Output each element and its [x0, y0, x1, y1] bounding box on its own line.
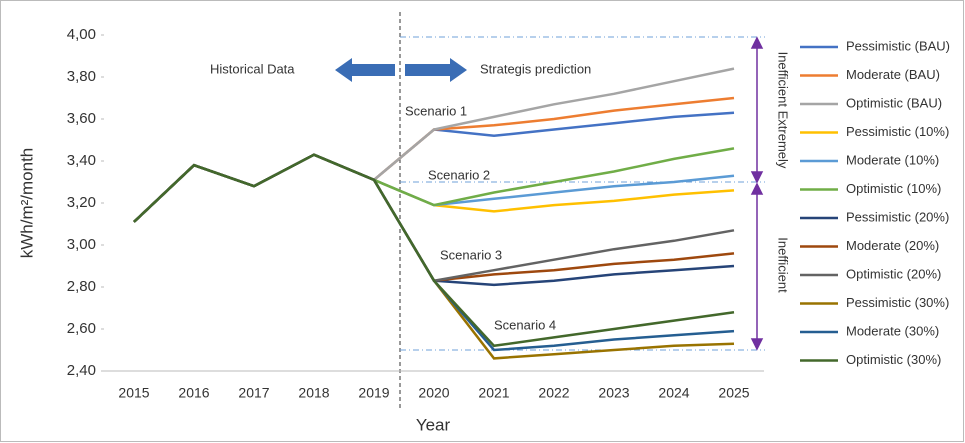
- annotation: Scenario 3: [440, 247, 502, 262]
- arrows: [335, 58, 467, 82]
- x-tick-label: 2017: [238, 385, 269, 401]
- legend-label: Optimistic (20%): [846, 266, 941, 281]
- y-tick-label: 3,40: [67, 152, 96, 169]
- y-tick-label: 2,40: [67, 362, 96, 379]
- annotation: Strategis prediction: [480, 61, 591, 76]
- x-tick-label: 2020: [418, 385, 449, 401]
- x-tick-label: 2022: [538, 385, 569, 401]
- legend-label: Pessimistic (10%): [846, 124, 949, 139]
- range-arrows: [750, 36, 764, 351]
- x-tick-label: 2015: [118, 385, 149, 401]
- series-line: [133, 153, 735, 348]
- legend-label: Pessimistic (20%): [846, 209, 949, 224]
- annotation: Scenario 4: [494, 317, 556, 332]
- y-tick-label: 2,80: [67, 278, 96, 295]
- x-axis-label: Year: [416, 415, 451, 434]
- y-tick-label: 3,80: [67, 68, 96, 85]
- y-tick-label: 3,00: [67, 236, 96, 253]
- x-tick-label: 2023: [598, 385, 629, 401]
- y-tick-label: 4,00: [67, 26, 96, 43]
- y-tick-label: 2,60: [67, 320, 96, 337]
- legend-label: Moderate (10%): [846, 152, 939, 167]
- annotation: Historical Data: [210, 61, 295, 76]
- y-tick-label: 3,20: [67, 194, 96, 211]
- legend-label: Moderate (20%): [846, 238, 939, 253]
- legend-label: Optimistic (BAU): [846, 95, 942, 110]
- annotation: Inefficient: [776, 237, 791, 293]
- x-tick-label: 2025: [718, 385, 749, 401]
- legend-label: Pessimistic (BAU): [846, 38, 950, 53]
- legend-label: Moderate (30%): [846, 323, 939, 338]
- x-tick-label: 2019: [358, 385, 389, 401]
- legend-label: Optimistic (10%): [846, 181, 941, 196]
- legend-label: Pessimistic (30%): [846, 295, 949, 310]
- annotation: Scenario 1: [405, 103, 467, 118]
- annotation: Scenario 2: [428, 167, 490, 182]
- x-tick-label: 2016: [178, 385, 209, 401]
- y-tick-label: 3,60: [67, 110, 96, 127]
- legend-label: Moderate (BAU): [846, 67, 940, 82]
- x-tick-label: 2024: [658, 385, 689, 401]
- legend-label: Optimistic (30%): [846, 352, 941, 367]
- x-tick-label: 2021: [478, 385, 509, 401]
- x-tick-label: 2018: [298, 385, 329, 401]
- y-axis-label: kWh/m²/month: [17, 148, 36, 259]
- annotation: Inefficient Extremely: [776, 52, 791, 169]
- threshold-lines: [400, 36, 765, 351]
